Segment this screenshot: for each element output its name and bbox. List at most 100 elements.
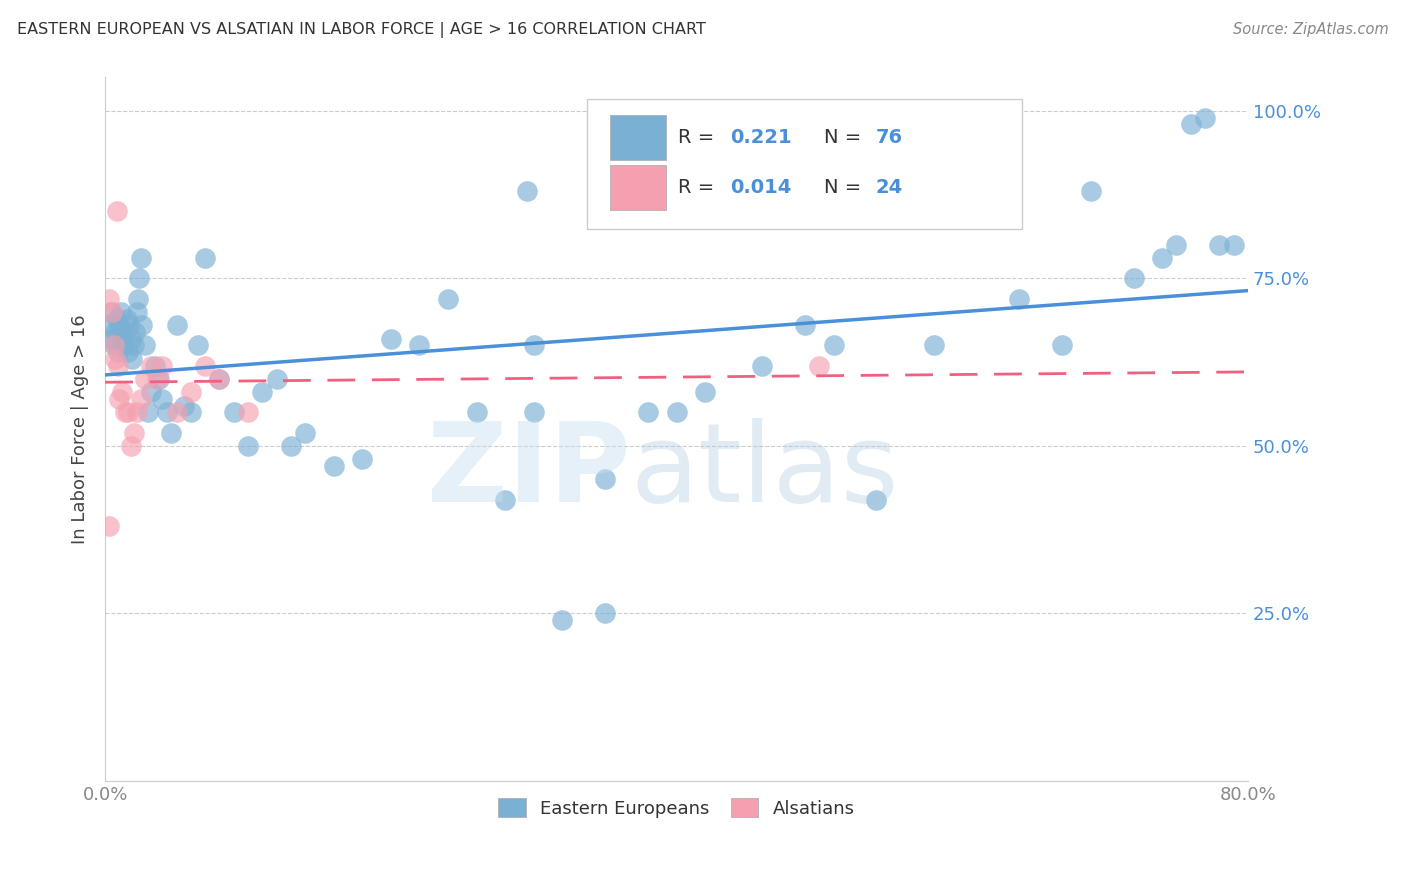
Point	[408, 338, 430, 352]
Point	[101, 305, 124, 319]
Point	[150, 359, 173, 373]
Point	[125, 405, 148, 419]
Point	[465, 405, 488, 419]
Point	[103, 338, 125, 352]
Point	[180, 405, 202, 419]
Text: N =: N =	[824, 128, 868, 147]
Point	[794, 318, 817, 333]
Point	[108, 318, 131, 333]
Point	[129, 392, 152, 406]
Point	[139, 385, 162, 400]
Point	[180, 385, 202, 400]
Point	[1194, 111, 1216, 125]
Point	[111, 385, 134, 400]
Point	[115, 311, 138, 326]
Point	[1222, 238, 1244, 252]
Point	[160, 425, 183, 440]
Point	[107, 345, 129, 359]
Point	[105, 204, 128, 219]
Point	[127, 292, 149, 306]
Point	[156, 405, 179, 419]
Point	[125, 305, 148, 319]
Point	[1208, 238, 1230, 252]
Point	[131, 318, 153, 333]
Point	[516, 185, 538, 199]
Point	[150, 392, 173, 406]
Text: R =: R =	[678, 178, 720, 197]
Point	[166, 318, 188, 333]
FancyBboxPatch shape	[588, 98, 1022, 228]
Text: Source: ZipAtlas.com: Source: ZipAtlas.com	[1233, 22, 1389, 37]
Point	[294, 425, 316, 440]
Point	[173, 399, 195, 413]
Point	[551, 613, 574, 627]
Point	[134, 338, 156, 352]
Point	[103, 338, 125, 352]
Point	[120, 332, 142, 346]
Point	[117, 405, 139, 419]
Point	[1180, 117, 1202, 131]
Point	[136, 405, 159, 419]
Point	[194, 252, 217, 266]
Point	[100, 305, 122, 319]
Point	[166, 405, 188, 419]
Point	[129, 252, 152, 266]
Point	[107, 359, 129, 373]
Point	[693, 385, 716, 400]
Point	[108, 392, 131, 406]
Text: N =: N =	[824, 178, 868, 197]
Point	[98, 318, 121, 333]
Text: 24: 24	[876, 178, 903, 197]
Point	[665, 405, 688, 419]
Point	[98, 519, 121, 533]
Point	[143, 359, 166, 373]
Point	[523, 405, 546, 419]
Point	[593, 473, 616, 487]
Point	[523, 338, 546, 352]
Point	[194, 359, 217, 373]
FancyBboxPatch shape	[610, 165, 666, 211]
Point	[122, 425, 145, 440]
Point	[98, 292, 121, 306]
Point	[1080, 185, 1102, 199]
Point	[124, 325, 146, 339]
Legend: Eastern Europeans, Alsatians: Eastern Europeans, Alsatians	[491, 791, 862, 825]
Point	[117, 345, 139, 359]
Point	[148, 372, 170, 386]
Text: 76: 76	[876, 128, 903, 147]
Point	[865, 492, 887, 507]
Point	[252, 385, 274, 400]
Point	[965, 185, 987, 199]
Point	[118, 318, 141, 333]
Y-axis label: In Labor Force | Age > 16: In Labor Force | Age > 16	[72, 314, 89, 544]
Point	[922, 338, 945, 352]
Point	[637, 405, 659, 419]
Point	[236, 405, 259, 419]
Point	[139, 359, 162, 373]
Point	[1152, 252, 1174, 266]
Point	[808, 359, 831, 373]
Point	[111, 332, 134, 346]
Point	[352, 452, 374, 467]
Point	[208, 372, 231, 386]
Point	[208, 372, 231, 386]
Text: 0.221: 0.221	[730, 128, 792, 147]
Point	[437, 292, 460, 306]
Point	[751, 359, 773, 373]
Point	[120, 439, 142, 453]
Text: R =: R =	[678, 128, 720, 147]
Point	[112, 338, 135, 352]
Point	[104, 351, 127, 366]
Point	[236, 439, 259, 453]
Point	[104, 325, 127, 339]
Point	[222, 405, 245, 419]
Point	[105, 311, 128, 326]
Point	[380, 332, 402, 346]
Text: EASTERN EUROPEAN VS ALSATIAN IN LABOR FORCE | AGE > 16 CORRELATION CHART: EASTERN EUROPEAN VS ALSATIAN IN LABOR FO…	[17, 22, 706, 38]
Point	[114, 325, 136, 339]
Point	[128, 271, 150, 285]
Point	[823, 338, 845, 352]
Text: ZIP: ZIP	[427, 418, 631, 524]
Point	[145, 372, 167, 386]
Point	[122, 338, 145, 352]
